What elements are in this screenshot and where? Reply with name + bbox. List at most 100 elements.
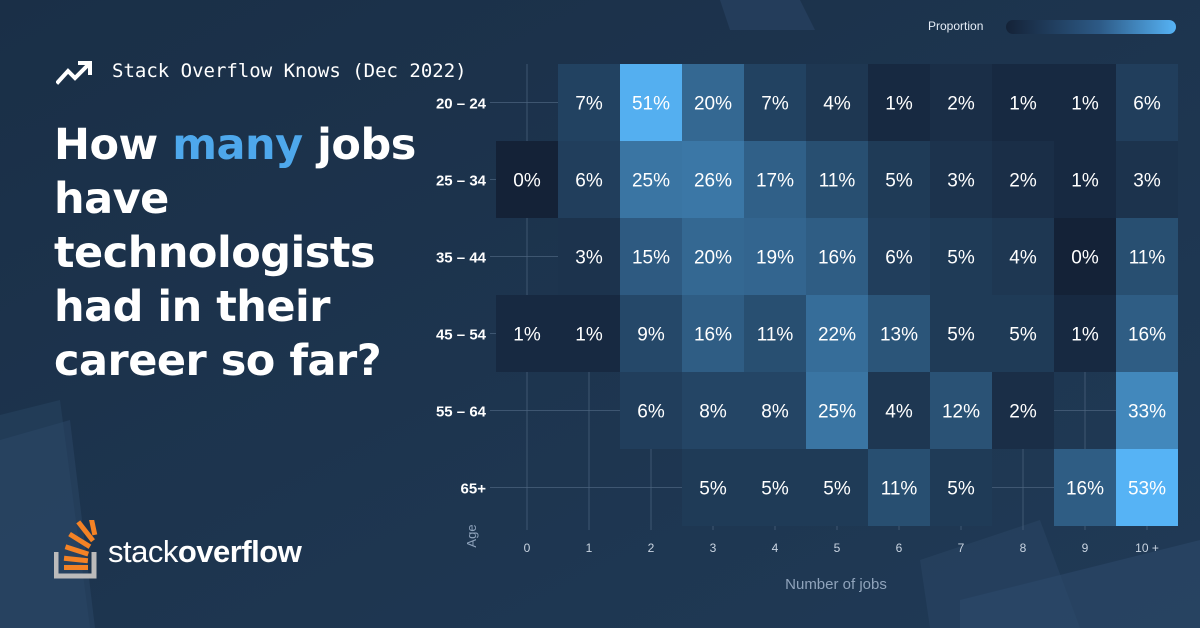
heatmap-cell (930, 141, 992, 218)
y-tick-label: 25 – 34 (436, 173, 487, 190)
cell-value-label: 1% (513, 325, 541, 346)
cell-value-label: 15% (632, 248, 670, 269)
heatmap-cell (558, 64, 620, 141)
x-tick-label: 0 (524, 541, 531, 555)
cell-value-label: 5% (761, 479, 789, 500)
heatmap-cell (1116, 64, 1178, 141)
heatmap-cell (930, 64, 992, 141)
legend-gradient-bar (1006, 20, 1176, 34)
heatmap-cell (744, 141, 806, 218)
heatmap-cell (806, 372, 868, 449)
cell-value-label: 2% (1009, 171, 1037, 192)
x-axis-title: Number of jobs (785, 576, 887, 593)
heatmap-cell (868, 295, 930, 372)
cell-value-label: 5% (947, 479, 975, 500)
cell-value-label: 53% (1128, 479, 1166, 500)
cell-value-label: 5% (885, 171, 913, 192)
heatmap-cell (930, 372, 992, 449)
cell-value-label: 51% (632, 94, 670, 115)
y-axis-title: Age (464, 524, 479, 547)
x-tick-label: 3 (710, 541, 717, 555)
heatmap-cell (558, 295, 620, 372)
x-tick-label: 7 (958, 541, 965, 555)
heatmap-cell (992, 64, 1054, 141)
logo-word-bold: overflow (177, 534, 302, 569)
cell-value-label: 3% (1133, 171, 1161, 192)
cell-value-label: 1% (1071, 171, 1099, 192)
cell-value-label: 5% (699, 479, 727, 500)
cell-value-label: 22% (818, 325, 856, 346)
heatmap-cell (682, 372, 744, 449)
heatmap-cell (744, 218, 806, 295)
cell-value-label: 16% (1066, 479, 1104, 500)
cell-value-label: 26% (694, 171, 732, 192)
cell-value-label: 5% (1009, 325, 1037, 346)
x-tick-label: 9 (1082, 541, 1089, 555)
cell-value-label: 7% (761, 94, 789, 115)
cell-value-label: 16% (818, 248, 856, 269)
cell-value-label: 11% (1129, 248, 1166, 269)
heatmap-cell (620, 295, 682, 372)
heatmap-cell (1116, 218, 1178, 295)
cell-value-label: 1% (1009, 94, 1037, 115)
y-tick-label: 65+ (461, 481, 487, 498)
cell-value-label: 1% (575, 325, 603, 346)
cell-value-label: 6% (637, 402, 665, 423)
heatmap-cell (496, 295, 558, 372)
heatmap-cell (496, 141, 558, 218)
cell-value-label: 11% (881, 479, 918, 500)
cell-value-label: 25% (818, 402, 856, 423)
heatmap-cell (558, 141, 620, 218)
cell-value-label: 1% (1071, 325, 1099, 346)
heatmap-cell (930, 295, 992, 372)
cell-value-label: 4% (885, 402, 913, 423)
heatmap-cell (1054, 218, 1116, 295)
heatmap-cell (806, 449, 868, 526)
x-tick-label: 5 (834, 541, 841, 555)
heatmap-cell (930, 218, 992, 295)
cell-value-label: 4% (1009, 248, 1037, 269)
cell-value-label: 9% (637, 325, 665, 346)
heatmap-cell (620, 218, 682, 295)
heatmap-cell (744, 372, 806, 449)
color-legend: Proportion (928, 18, 1178, 36)
cell-value-label: 6% (885, 248, 913, 269)
headline: How many jobs have technologists had in … (54, 118, 474, 388)
x-tick-label: 2 (648, 541, 655, 555)
y-tick-label: 35 – 44 (436, 250, 487, 267)
cell-value-label: 11% (757, 325, 794, 346)
heatmap-cell (868, 372, 930, 449)
logo-word-light: stack (108, 534, 178, 569)
heatmap-cell (806, 218, 868, 295)
headline-before: How (54, 120, 173, 170)
y-tick-label: 20 – 24 (436, 96, 487, 113)
cell-value-label: 11% (819, 171, 856, 192)
cell-value-label: 0% (1071, 248, 1099, 269)
heatmap-cell (992, 372, 1054, 449)
heatmap-cell (682, 449, 744, 526)
cell-value-label: 33% (1128, 402, 1166, 423)
heatmap-cell (806, 141, 868, 218)
heatmap-cell (992, 218, 1054, 295)
y-tick-label: 55 – 64 (436, 404, 487, 421)
cell-value-label: 6% (1133, 94, 1161, 115)
heatmap-cell (992, 295, 1054, 372)
heatmap-cell (1054, 295, 1116, 372)
heatmap-cell (744, 295, 806, 372)
heatmap-cell (930, 449, 992, 526)
y-tick-label: 45 – 54 (436, 327, 487, 344)
logo-wordmark: stackoverflow (108, 534, 302, 570)
heatmap-cell (744, 449, 806, 526)
cell-value-label: 20% (694, 248, 732, 269)
heatmap-cell (1054, 64, 1116, 141)
heatmap-cell (1054, 449, 1116, 526)
cell-value-label: 5% (947, 325, 975, 346)
heatmap-cell (1116, 295, 1178, 372)
heatmap-cell (620, 141, 682, 218)
heatmap-cell (558, 218, 620, 295)
x-tick-label: 4 (772, 541, 779, 555)
cell-value-label: 3% (575, 248, 603, 269)
cell-value-label: 7% (575, 94, 603, 115)
x-tick-label: 10 + (1135, 541, 1159, 555)
